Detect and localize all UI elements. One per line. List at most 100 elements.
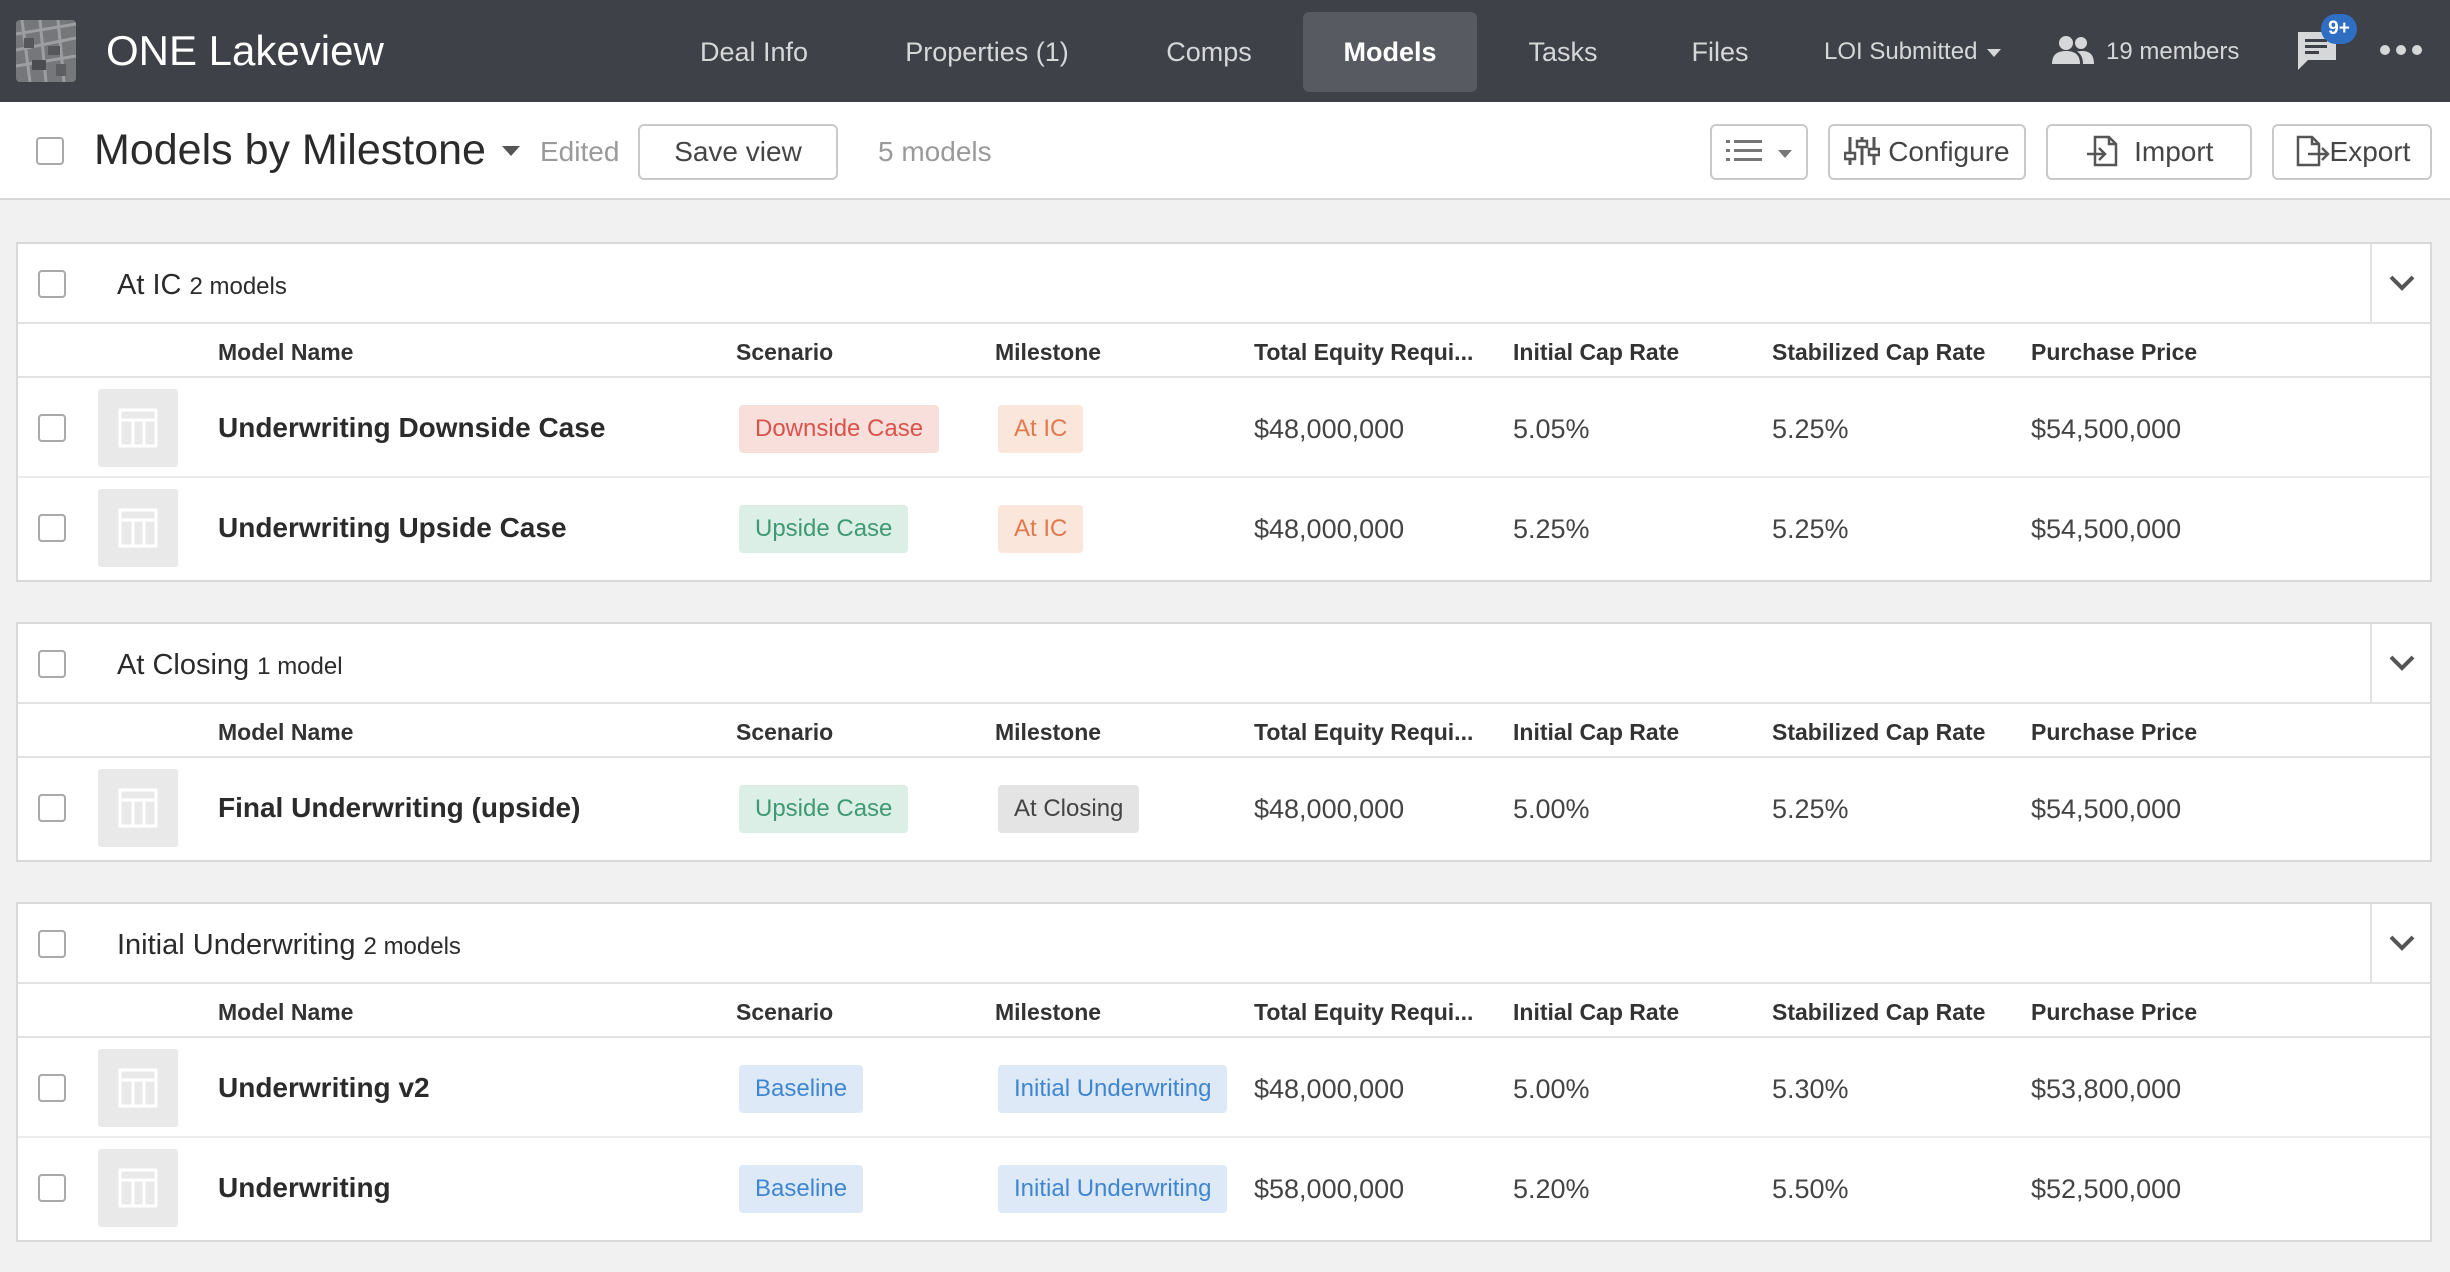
row-checkbox[interactable] bbox=[38, 1174, 66, 1202]
table-row[interactable]: Underwriting Baseline Initial Underwriti… bbox=[18, 1138, 2430, 1238]
col-stabilized-cap-rate[interactable]: Stabilized Cap Rate bbox=[1772, 719, 1986, 745]
chevron-down-icon bbox=[2389, 655, 2415, 671]
stabilized-cap-rate-value: 5.30% bbox=[1772, 1074, 1849, 1104]
group-header[interactable]: At Closing 1 model bbox=[18, 624, 2430, 704]
row-checkbox[interactable] bbox=[38, 794, 66, 822]
view-toolbar: Models by Milestone Edited Save view 5 m… bbox=[0, 102, 2450, 200]
col-milestone[interactable]: Milestone bbox=[995, 339, 1102, 365]
group-select-checkbox[interactable] bbox=[38, 650, 66, 678]
members-button[interactable]: 19 members bbox=[2050, 12, 2239, 92]
list-view-icon bbox=[1726, 139, 1762, 161]
status-dropdown[interactable]: LOI Submitted bbox=[1824, 12, 2002, 92]
deal-thumbnail-logo[interactable] bbox=[16, 20, 76, 82]
model-thumbnail bbox=[98, 389, 178, 467]
scenario-tag: Upside Case bbox=[739, 505, 909, 553]
model-name[interactable]: Underwriting Downside Case bbox=[218, 412, 606, 443]
col-total-equity[interactable]: Total Equity Requi... bbox=[1254, 999, 1474, 1025]
tab-tasks[interactable]: Tasks bbox=[1528, 37, 1598, 67]
total-equity-value: $48,000,000 bbox=[1254, 514, 1405, 544]
tab-files[interactable]: Files bbox=[1691, 37, 1749, 67]
configure-button[interactable]: Configure bbox=[1828, 124, 2026, 180]
collapse-group-button[interactable] bbox=[2370, 624, 2430, 704]
scenario-tag: Upside Case bbox=[739, 785, 909, 833]
spreadsheet-icon bbox=[118, 508, 158, 548]
group-count: 2 models bbox=[363, 933, 461, 960]
col-model-name[interactable]: Model Name bbox=[218, 719, 354, 745]
total-equity-value: $48,000,000 bbox=[1254, 414, 1405, 444]
col-initial-cap-rate[interactable]: Initial Cap Rate bbox=[1513, 719, 1680, 745]
col-scenario[interactable]: Scenario bbox=[736, 339, 834, 365]
more-menu-button[interactable] bbox=[2378, 38, 2424, 62]
import-icon bbox=[2086, 135, 2117, 166]
group-title: Initial Underwriting 2 models bbox=[117, 926, 461, 966]
col-milestone[interactable]: Milestone bbox=[995, 999, 1102, 1025]
tab-models[interactable]: Models bbox=[1303, 12, 1477, 92]
model-name[interactable]: Underwriting v2 bbox=[218, 1072, 430, 1103]
import-button[interactable]: Import bbox=[2046, 124, 2252, 180]
milestone-tag: At Closing bbox=[998, 785, 1140, 833]
model-name[interactable]: Underwriting bbox=[218, 1172, 391, 1203]
col-total-equity[interactable]: Total Equity Requi... bbox=[1254, 719, 1474, 745]
chat-button[interactable] bbox=[2294, 28, 2340, 74]
row-checkbox[interactable] bbox=[38, 414, 66, 442]
group-header[interactable]: Initial Underwriting 2 models bbox=[18, 904, 2430, 984]
col-initial-cap-rate[interactable]: Initial Cap Rate bbox=[1513, 999, 1680, 1025]
col-scenario[interactable]: Scenario bbox=[736, 719, 834, 745]
collapse-group-button[interactable] bbox=[2370, 904, 2430, 984]
stabilized-cap-rate-value: 5.25% bbox=[1772, 414, 1849, 444]
save-view-button[interactable]: Save view bbox=[638, 124, 838, 180]
configure-label: Configure bbox=[1888, 136, 2010, 167]
table-row[interactable]: Final Underwriting (upside) Upside Case … bbox=[18, 758, 2430, 858]
col-milestone[interactable]: Milestone bbox=[995, 719, 1102, 745]
view-dropdown-caret[interactable] bbox=[502, 146, 520, 156]
export-icon bbox=[2296, 135, 2330, 166]
total-equity-value: $48,000,000 bbox=[1254, 794, 1405, 824]
group-count: 1 model bbox=[257, 653, 343, 680]
milestone-tag: At IC bbox=[998, 405, 1084, 453]
view-title[interactable]: Models by Milestone bbox=[94, 126, 486, 174]
col-stabilized-cap-rate[interactable]: Stabilized Cap Rate bbox=[1772, 999, 1986, 1025]
scenario-tag: Baseline bbox=[739, 1065, 864, 1113]
group-count: 2 models bbox=[189, 273, 287, 300]
group-select-checkbox[interactable] bbox=[38, 930, 66, 958]
row-checkbox[interactable] bbox=[38, 514, 66, 542]
initial-cap-rate-value: 5.00% bbox=[1513, 794, 1590, 824]
table-row[interactable]: Underwriting Downside Case Downside Case… bbox=[18, 378, 2430, 478]
tab-properties[interactable]: Properties (1) bbox=[905, 37, 1069, 67]
spreadsheet-icon bbox=[118, 1168, 158, 1208]
view-mode-dropdown[interactable] bbox=[1710, 124, 1808, 180]
col-purchase-price[interactable]: Purchase Price bbox=[2031, 999, 2198, 1025]
col-stabilized-cap-rate[interactable]: Stabilized Cap Rate bbox=[1772, 339, 1986, 365]
collapse-group-button[interactable] bbox=[2370, 244, 2430, 324]
table-row[interactable]: Underwriting v2 Baseline Initial Underwr… bbox=[18, 1038, 2430, 1138]
col-model-name[interactable]: Model Name bbox=[218, 999, 354, 1025]
col-model-name[interactable]: Model Name bbox=[218, 339, 354, 365]
model-thumbnail bbox=[98, 489, 178, 567]
group-title-label: At IC bbox=[117, 269, 182, 301]
group-header[interactable]: At IC 2 models bbox=[18, 244, 2430, 324]
purchase-price-value: $54,500,000 bbox=[2031, 414, 2182, 444]
milestone-tag: Initial Underwriting bbox=[998, 1165, 1228, 1213]
ellipsis-icon bbox=[2380, 45, 2422, 55]
select-all-checkbox[interactable] bbox=[36, 137, 64, 165]
model-name[interactable]: Underwriting Upside Case bbox=[218, 512, 567, 543]
milestone-tag: At IC bbox=[998, 505, 1084, 553]
table-row[interactable]: Underwriting Upside Case Upside Case At … bbox=[18, 478, 2430, 578]
edited-label: Edited bbox=[540, 136, 620, 167]
purchase-price-value: $54,500,000 bbox=[2031, 514, 2182, 544]
col-total-equity[interactable]: Total Equity Requi... bbox=[1254, 339, 1474, 365]
model-name[interactable]: Final Underwriting (upside) bbox=[218, 792, 581, 823]
col-purchase-price[interactable]: Purchase Price bbox=[2031, 719, 2198, 745]
tab-comps[interactable]: Comps bbox=[1166, 37, 1252, 67]
group-title: At Closing 1 model bbox=[117, 646, 343, 686]
tab-deal-info[interactable]: Deal Info bbox=[699, 37, 809, 67]
row-checkbox[interactable] bbox=[38, 1074, 66, 1102]
export-button[interactable]: Export bbox=[2272, 124, 2432, 180]
col-scenario[interactable]: Scenario bbox=[736, 999, 834, 1025]
group-select-checkbox[interactable] bbox=[38, 270, 66, 298]
column-header-row: Model Name Scenario Milestone Total Equi… bbox=[18, 704, 2430, 758]
stabilized-cap-rate-value: 5.25% bbox=[1772, 514, 1849, 544]
import-label: Import bbox=[2134, 136, 2214, 167]
col-purchase-price[interactable]: Purchase Price bbox=[2031, 339, 2198, 365]
col-initial-cap-rate[interactable]: Initial Cap Rate bbox=[1513, 339, 1680, 365]
